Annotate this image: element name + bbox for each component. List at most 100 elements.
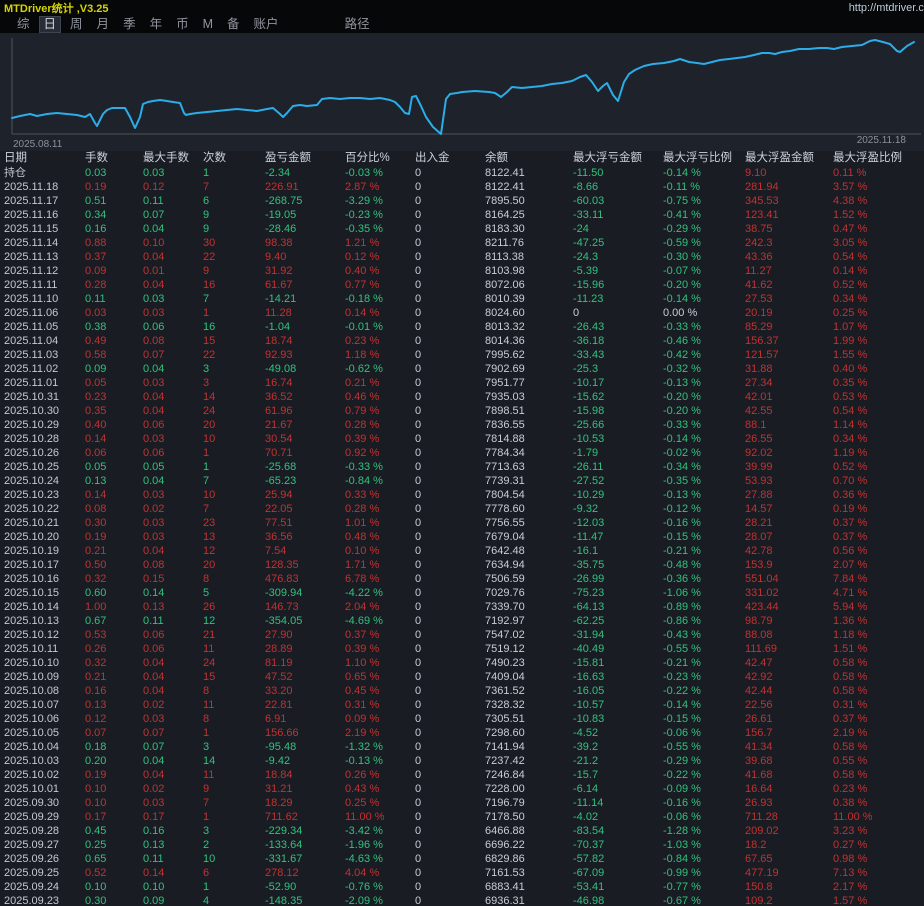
table-row[interactable]: 2025.10.150.600.145-309.94-4.22 %07029.7…	[0, 586, 924, 600]
cell: 0.10	[81, 796, 139, 810]
site-url-link[interactable]: http://mtdriver.cn	[849, 2, 924, 14]
menu-item-weekly[interactable]: 周	[66, 17, 87, 32]
table-row[interactable]: 2025.10.050.070.071156.662.19 %07298.60-…	[0, 726, 924, 740]
table-row[interactable]: 2025.10.300.350.042461.960.79 %07898.51-…	[0, 404, 924, 418]
table-row[interactable]: 2025.10.210.300.032377.511.01 %07756.55-…	[0, 516, 924, 530]
table-row[interactable]: 2025.10.070.130.021122.810.31 %07328.32-…	[0, 698, 924, 712]
menu-item-currency[interactable]: 币	[172, 17, 193, 32]
menu-item-yearly[interactable]: 年	[146, 17, 167, 32]
cell: -0.23 %	[341, 208, 411, 222]
table-row[interactable]: 2025.11.160.340.079-19.05-0.23 %08164.25…	[0, 208, 924, 222]
table-row[interactable]: 2025.10.141.000.1326146.732.04 %07339.70…	[0, 600, 924, 614]
table-row[interactable]: 2025.10.250.050.051-25.68-0.33 %07713.63…	[0, 460, 924, 474]
table-row[interactable]: 2025.11.170.510.116-268.75-3.29 %07895.5…	[0, 194, 924, 208]
table-row[interactable]: 2025.09.290.170.171711.6211.00 %07178.50…	[0, 810, 924, 824]
cell: 0.19 %	[829, 502, 924, 516]
cell: 7228.00	[481, 782, 569, 796]
table-row[interactable]: 2025.10.090.210.041547.520.65 %07409.04-…	[0, 670, 924, 684]
table-row[interactable]: 2025.10.010.100.02931.210.43 %07228.00-6…	[0, 782, 924, 796]
table-row[interactable]: 2025.11.110.280.041661.670.77 %08072.06-…	[0, 278, 924, 292]
table-row[interactable]: 2025.11.020.090.043-49.08-0.62 %07902.69…	[0, 362, 924, 376]
cell: 0	[411, 726, 481, 740]
table-row[interactable]: 2025.09.270.250.132-133.64-1.96 %06696.2…	[0, 838, 924, 852]
table-row[interactable]: 2025.10.160.320.158476.836.78 %07506.59-…	[0, 572, 924, 586]
column-header: 最大手数	[139, 151, 199, 166]
table-row[interactable]: 2025.09.280.450.163-229.34-3.42 %06466.8…	[0, 824, 924, 838]
table-row[interactable]: 2025.11.150.160.049-28.46-0.35 %08183.30…	[0, 222, 924, 236]
cell: 0.37 %	[829, 516, 924, 530]
table-row[interactable]: 持仓0.030.031-2.34-0.03 %08122.41-11.50-0.…	[0, 166, 924, 180]
table-row[interactable]: 2025.11.180.190.127226.912.87 %08122.41-…	[0, 180, 924, 194]
table-row[interactable]: 2025.09.250.520.146278.124.04 %07161.53-…	[0, 866, 924, 880]
cell: -25.66	[569, 418, 659, 432]
table-row[interactable]: 2025.09.300.100.03718.290.25 %07196.79-1…	[0, 796, 924, 810]
menu-item-backup[interactable]: 备	[223, 17, 244, 32]
table-row[interactable]: 2025.10.170.500.0820128.351.71 %07634.94…	[0, 558, 924, 572]
cell: 16.64	[741, 782, 829, 796]
cell: 109.2	[741, 894, 829, 906]
cell: 0.58 %	[829, 740, 924, 754]
table-row[interactable]: 2025.10.030.200.0414-9.42-0.13 %07237.42…	[0, 754, 924, 768]
menu-item-m-mode[interactable]: M	[199, 17, 217, 32]
table-row[interactable]: 2025.11.060.030.03111.280.14 %08024.6000…	[0, 306, 924, 320]
table-row[interactable]: 2025.09.240.100.101-52.90-0.76 %06883.41…	[0, 880, 924, 894]
column-header: 盈亏金额	[261, 151, 341, 166]
cell: 0.31 %	[829, 698, 924, 712]
table-row[interactable]: 2025.11.130.370.04229.400.12 %08113.38-2…	[0, 250, 924, 264]
cell: 0.04	[139, 362, 199, 376]
cell: 7519.12	[481, 642, 569, 656]
cell: 156.66	[261, 726, 341, 740]
menu-item-daily[interactable]: 日	[40, 17, 61, 32]
cell: 7237.42	[481, 754, 569, 768]
cell: 22	[199, 250, 261, 264]
table-row[interactable]: 2025.11.140.880.103098.381.21 %08211.76-…	[0, 236, 924, 250]
table-row[interactable]: 2025.11.120.090.01931.920.40 %08103.98-5…	[0, 264, 924, 278]
table-row[interactable]: 2025.10.230.140.031025.940.33 %07804.54-…	[0, 488, 924, 502]
table-row[interactable]: 2025.11.040.490.081518.740.23 %08014.36-…	[0, 334, 924, 348]
cell: 41.68	[741, 768, 829, 782]
cell: 0.54 %	[829, 404, 924, 418]
table-row[interactable]: 2025.10.290.400.062021.670.28 %07836.55-…	[0, 418, 924, 432]
table-row[interactable]: 2025.10.100.320.042481.191.10 %07490.23-…	[0, 656, 924, 670]
table-row[interactable]: 2025.10.060.120.0386.910.09 %07305.51-10…	[0, 712, 924, 726]
table-row[interactable]: 2025.10.260.060.06170.710.92 %07784.34-1…	[0, 446, 924, 460]
menu-item-monthly[interactable]: 月	[93, 17, 114, 32]
cell: 2.19 %	[341, 726, 411, 740]
table-row[interactable]: 2025.10.190.210.04127.540.10 %07642.48-1…	[0, 544, 924, 558]
table-row[interactable]: 2025.09.230.300.094-148.35-2.09 %06936.3…	[0, 894, 924, 906]
table-row[interactable]: 2025.11.030.580.072292.931.18 %07995.62-…	[0, 348, 924, 362]
table-row[interactable]: 2025.10.110.260.061128.890.39 %07519.12-…	[0, 642, 924, 656]
menu-item-quarterly[interactable]: 季	[119, 17, 140, 32]
table-row[interactable]: 2025.10.130.670.1112-354.05-4.69 %07192.…	[0, 614, 924, 628]
menu-item-path[interactable]: 路径	[341, 17, 374, 32]
cell: 0	[411, 530, 481, 544]
table-row[interactable]: 2025.11.050.380.0616-1.04-0.01 %08013.32…	[0, 320, 924, 334]
cell: 6.91	[261, 712, 341, 726]
table-row[interactable]: 2025.10.200.190.031336.560.48 %07679.04-…	[0, 530, 924, 544]
cell: 23	[199, 516, 261, 530]
cell: -0.13 %	[659, 488, 741, 502]
table-row[interactable]: 2025.11.010.050.03316.740.21 %07951.77-1…	[0, 376, 924, 390]
cell: -16.05	[569, 684, 659, 698]
table-row[interactable]: 2025.11.100.110.037-14.21-0.18 %08010.39…	[0, 292, 924, 306]
cell: 31.88	[741, 362, 829, 376]
cell: 9.40	[261, 250, 341, 264]
cell: 711.62	[261, 810, 341, 824]
table-row[interactable]: 2025.09.260.650.1110-331.67-4.63 %06829.…	[0, 852, 924, 866]
cell: 9	[199, 264, 261, 278]
menu-item-account[interactable]: 账户	[250, 17, 283, 32]
table-row[interactable]: 2025.10.040.180.073-95.48-1.32 %07141.94…	[0, 740, 924, 754]
table-row[interactable]: 2025.10.280.140.031030.540.39 %07814.88-…	[0, 432, 924, 446]
cell: 0.98 %	[829, 852, 924, 866]
cell: 0.12 %	[341, 250, 411, 264]
table-row[interactable]: 2025.10.120.530.062127.900.37 %07547.02-…	[0, 628, 924, 642]
table-row[interactable]: 2025.10.020.190.041118.840.26 %07246.84-…	[0, 768, 924, 782]
cell: 18.84	[261, 768, 341, 782]
table-row[interactable]: 2025.10.220.080.02722.050.28 %07778.60-9…	[0, 502, 924, 516]
table-row[interactable]: 2025.10.310.230.041436.520.46 %07935.03-…	[0, 390, 924, 404]
cell: 8103.98	[481, 264, 569, 278]
table-row[interactable]: 2025.10.080.160.04833.200.45 %07361.52-1…	[0, 684, 924, 698]
table-row[interactable]: 2025.10.240.130.047-65.23-0.84 %07739.31…	[0, 474, 924, 488]
menu-item-summary[interactable]: 综	[13, 17, 34, 32]
cell: 21	[199, 628, 261, 642]
